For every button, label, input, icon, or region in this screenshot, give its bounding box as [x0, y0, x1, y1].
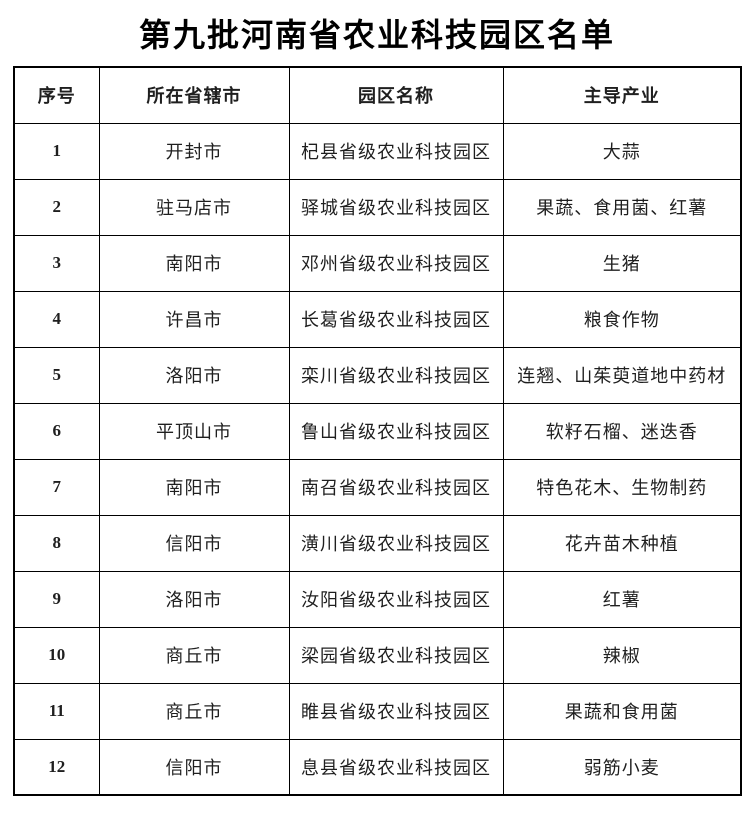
cell-index: 5: [13, 346, 100, 404]
cell-index: 10: [13, 626, 100, 684]
cell-park-name: 潢川省级农业科技园区: [288, 514, 504, 572]
cell-city: 商丘市: [98, 626, 290, 684]
table-row: 5 洛阳市 栾川省级农业科技园区 连翘、山茱萸道地中药材: [13, 346, 742, 404]
cell-index: 1: [13, 122, 100, 180]
cell-city: 信阳市: [98, 514, 290, 572]
table-row: 9 洛阳市 汝阳省级农业科技园区 红薯: [13, 570, 742, 628]
cell-industry: 红薯: [502, 570, 742, 628]
cell-industry: 大蒜: [502, 122, 742, 180]
table-row: 1 开封市 杞县省级农业科技园区 大蒜: [13, 122, 742, 180]
cell-city: 驻马店市: [98, 178, 290, 236]
cell-index: 3: [13, 234, 100, 292]
table-row: 8 信阳市 潢川省级农业科技园区 花卉苗木种植: [13, 514, 742, 572]
cell-park-name: 栾川省级农业科技园区: [288, 346, 504, 404]
table-row: 4 许昌市 长葛省级农业科技园区 粮食作物: [13, 290, 742, 348]
cell-park-name: 汝阳省级农业科技园区: [288, 570, 504, 628]
cell-index: 7: [13, 458, 100, 516]
cell-park-name: 鲁山省级农业科技园区: [288, 402, 504, 460]
cell-industry: 弱筋小麦: [502, 738, 742, 796]
cell-park-name: 邓州省级农业科技园区: [288, 234, 504, 292]
cell-city: 信阳市: [98, 738, 290, 796]
table-row: 2 驻马店市 驿城省级农业科技园区 果蔬、食用菌、红薯: [13, 178, 742, 236]
cell-park-name: 杞县省级农业科技园区: [288, 122, 504, 180]
table-row: 10 商丘市 梁园省级农业科技园区 辣椒: [13, 626, 742, 684]
cell-city: 商丘市: [98, 682, 290, 740]
cell-index: 6: [13, 402, 100, 460]
cell-industry: 生猪: [502, 234, 742, 292]
column-header-park: 园区名称: [288, 66, 504, 124]
cell-industry: 果蔬和食用菌: [502, 682, 742, 740]
cell-industry: 特色花木、生物制药: [502, 458, 742, 516]
cell-industry: 果蔬、食用菌、红薯: [502, 178, 742, 236]
cell-park-name: 睢县省级农业科技园区: [288, 682, 504, 740]
cell-park-name: 梁园省级农业科技园区: [288, 626, 504, 684]
table-row: 7 南阳市 南召省级农业科技园区 特色花木、生物制药: [13, 458, 742, 516]
cell-city: 平顶山市: [98, 402, 290, 460]
table-header-row: 序号 所在省辖市 园区名称 主导产业: [13, 66, 742, 124]
cell-city: 许昌市: [98, 290, 290, 348]
cell-industry: 连翘、山茱萸道地中药材: [502, 346, 742, 404]
table-row: 6 平顶山市 鲁山省级农业科技园区 软籽石榴、迷迭香: [13, 402, 742, 460]
table-row: 12 信阳市 息县省级农业科技园区 弱筋小麦: [13, 738, 742, 796]
cell-city: 洛阳市: [98, 570, 290, 628]
cell-index: 11: [13, 682, 100, 740]
table-body: 1 开封市 杞县省级农业科技园区 大蒜 2 驻马店市 驿城省级农业科技园区 果蔬、食用菌、红薯…: [13, 122, 742, 796]
cell-index: 4: [13, 290, 100, 348]
cell-industry: 粮食作物: [502, 290, 742, 348]
column-header-industry: 主导产业: [502, 66, 742, 124]
cell-city: 南阳市: [98, 234, 290, 292]
cell-city: 南阳市: [98, 458, 290, 516]
cell-index: 9: [13, 570, 100, 628]
table-row: 11 商丘市 睢县省级农业科技园区 果蔬和食用菌: [13, 682, 742, 740]
cell-city: 洛阳市: [98, 346, 290, 404]
column-header-index: 序号: [13, 66, 100, 124]
cell-industry: 软籽石榴、迷迭香: [502, 402, 742, 460]
cell-park-name: 息县省级农业科技园区: [288, 738, 504, 796]
column-header-city: 所在省辖市: [98, 66, 290, 124]
table-row: 3 南阳市 邓州省级农业科技园区 生猪: [13, 234, 742, 292]
page-title: 第九批河南省农业科技园区名单: [138, 17, 615, 53]
cell-index: 8: [13, 514, 100, 572]
cell-park-name: 长葛省级农业科技园区: [288, 290, 504, 348]
cell-park-name: 驿城省级农业科技园区: [288, 178, 504, 236]
cell-park-name: 南召省级农业科技园区: [288, 458, 504, 516]
cell-index: 12: [13, 738, 100, 796]
cell-city: 开封市: [98, 122, 290, 180]
parks-table: 序号 所在省辖市 园区名称 主导产业 1 开封市 杞县省级农业科技园区 大蒜 2 驻马店市…: [13, 66, 742, 796]
cell-index: 2: [13, 178, 100, 236]
cell-industry: 花卉苗木种植: [502, 514, 742, 572]
cell-industry: 辣椒: [502, 626, 742, 684]
